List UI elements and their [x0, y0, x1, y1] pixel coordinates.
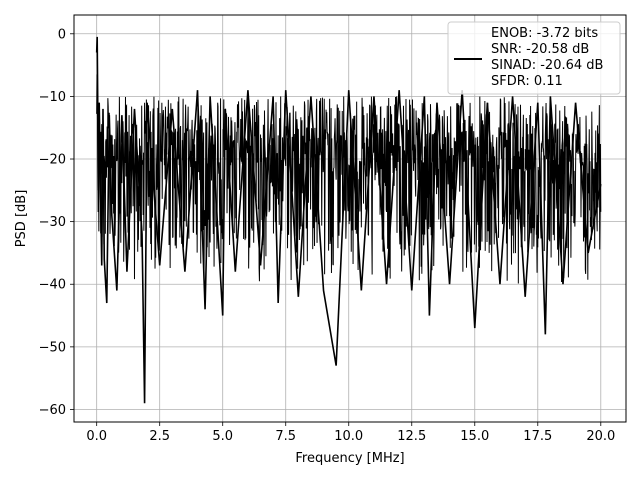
- y-tick-label: −50: [39, 340, 66, 355]
- x-tick-label: 0.0: [86, 429, 107, 444]
- y-tick-label: −20: [39, 153, 66, 168]
- x-tick-label: 20.0: [586, 429, 615, 444]
- y-tick-label: −30: [39, 215, 66, 230]
- plot-area-frame: [73, 14, 627, 423]
- y-axis-label: PSD [dB]: [14, 190, 29, 248]
- x-tick-label: 7.5: [275, 429, 296, 444]
- x-tick-label: 5.0: [212, 429, 233, 444]
- x-tick-label: 15.0: [460, 429, 489, 444]
- legend-entry: SNR: -20.58 dB: [491, 42, 589, 57]
- legend-entry: ENOB: -3.72 bits: [491, 26, 598, 41]
- legend-entry: SFDR: 0.11: [491, 74, 563, 89]
- y-tick-label: 0: [58, 27, 66, 42]
- y-tick-label: −10: [39, 90, 66, 105]
- x-tick-label: 2.5: [149, 429, 170, 444]
- y-tick-label: −40: [39, 278, 66, 293]
- axis-ticks: 0.0 2.5 5.0 7.5 10.0 12.5 15.0 17.5 20.0 0 −10 −20 −…: [39, 27, 616, 444]
- x-tick-label: 17.5: [523, 429, 552, 444]
- x-axis-label: Frequency [MHz]: [295, 451, 404, 466]
- x-tick-label: 10.0: [334, 429, 363, 444]
- legend-entry: SINAD: -20.64 dB: [491, 58, 603, 73]
- legend-box: [447, 21, 621, 95]
- x-tick-label: 12.5: [397, 429, 426, 444]
- psd-series: [95, 36, 602, 404]
- y-tick-label: −60: [39, 403, 66, 418]
- psd-noise-band: [96, 74, 602, 284]
